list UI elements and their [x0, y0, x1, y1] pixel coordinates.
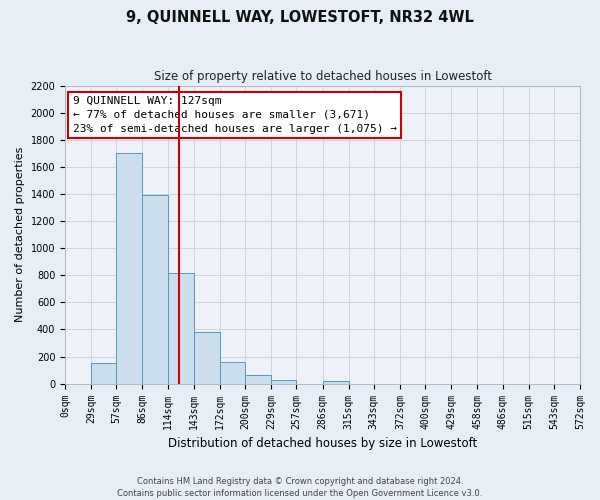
- Text: 9, QUINNELL WAY, LOWESTOFT, NR32 4WL: 9, QUINNELL WAY, LOWESTOFT, NR32 4WL: [126, 10, 474, 25]
- X-axis label: Distribution of detached houses by size in Lowestoft: Distribution of detached houses by size …: [168, 437, 477, 450]
- Bar: [167, 272, 194, 384]
- Bar: [116, 154, 142, 384]
- Text: Contains HM Land Registry data © Crown copyright and database right 2024.
Contai: Contains HM Land Registry data © Crown c…: [118, 476, 482, 498]
- Bar: [245, 375, 271, 384]
- Bar: [323, 381, 349, 384]
- Bar: [271, 380, 296, 384]
- Bar: [142, 196, 167, 384]
- Title: Size of property relative to detached houses in Lowestoft: Size of property relative to detached ho…: [154, 70, 491, 83]
- Y-axis label: Number of detached properties: Number of detached properties: [15, 147, 25, 322]
- Text: 9 QUINNELL WAY: 127sqm
← 77% of detached houses are smaller (3,671)
23% of semi-: 9 QUINNELL WAY: 127sqm ← 77% of detached…: [73, 96, 397, 134]
- Bar: [220, 362, 245, 384]
- Bar: [91, 362, 116, 384]
- Bar: [194, 332, 220, 384]
